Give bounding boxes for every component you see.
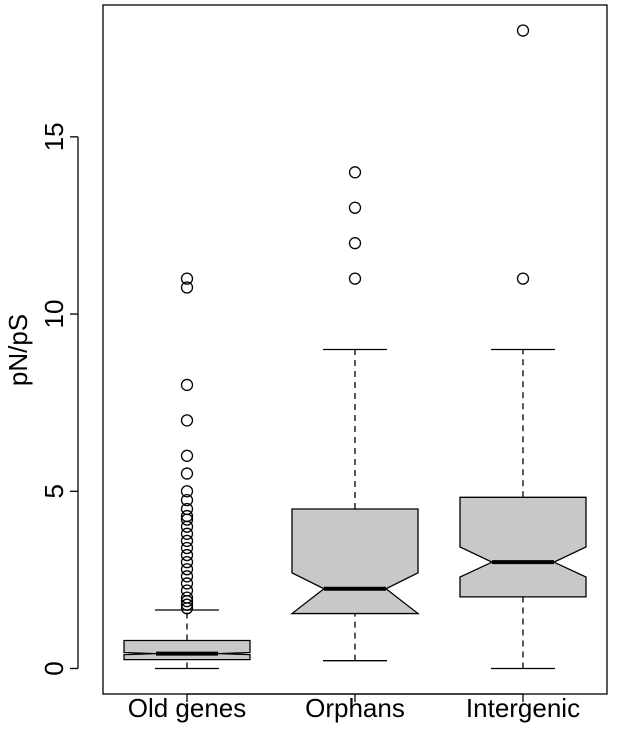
outlier <box>180 493 194 507</box>
y-tick-label: 10 <box>39 300 69 329</box>
outlier <box>180 513 194 526</box>
outlier <box>180 563 194 576</box>
outlier <box>180 520 194 533</box>
x-tick-label: Old genes <box>128 693 247 723</box>
x-tick-label: Intergenic <box>466 693 580 723</box>
outlier <box>180 378 194 392</box>
y-axis-label: pN/pS <box>3 314 33 386</box>
outlier <box>180 598 194 611</box>
outlier <box>348 201 362 214</box>
x-tick-label: Orphans <box>305 693 405 723</box>
outlier <box>180 577 194 590</box>
outlier <box>180 467 194 480</box>
outlier <box>348 166 362 179</box>
outlier <box>180 281 194 294</box>
outlier <box>348 237 362 250</box>
outlier <box>180 449 194 462</box>
outlier <box>516 272 530 285</box>
outlier <box>348 272 362 285</box>
y-tick-label: 15 <box>39 122 69 151</box>
y-tick-label: 0 <box>39 661 69 675</box>
outlier <box>180 527 194 540</box>
box <box>290 508 420 615</box>
outlier <box>180 548 194 562</box>
y-tick-label: 5 <box>39 484 69 498</box>
outlier <box>180 541 194 555</box>
outlier <box>516 24 530 37</box>
box <box>459 496 587 598</box>
outlier <box>180 556 194 569</box>
outlier <box>180 414 194 427</box>
outlier <box>180 570 194 583</box>
box <box>123 639 251 661</box>
outlier <box>180 272 194 285</box>
outlier <box>180 594 194 608</box>
outlier <box>180 602 194 615</box>
outlier <box>180 485 194 498</box>
outlier <box>180 534 194 548</box>
